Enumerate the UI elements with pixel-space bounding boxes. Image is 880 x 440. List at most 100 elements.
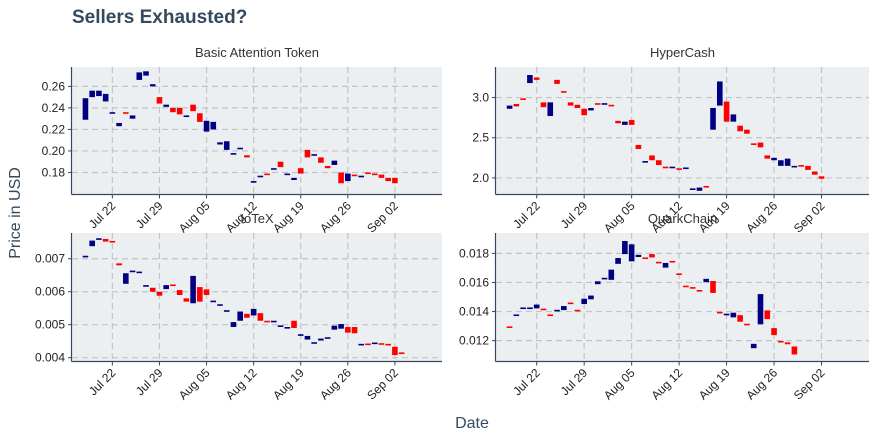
y-tick-label: 0.016 (459, 275, 489, 289)
candle (190, 275, 196, 304)
candle (257, 313, 264, 321)
candle (567, 102, 574, 106)
candle (689, 188, 696, 190)
candle (331, 325, 338, 330)
x-tick-label: Aug 26 (743, 366, 780, 403)
candle (778, 340, 784, 343)
candle (669, 166, 676, 169)
candle (82, 255, 89, 258)
candle (594, 281, 601, 285)
x-tick-label: Aug 05 (176, 366, 213, 403)
candle (737, 125, 743, 132)
candle (811, 171, 818, 175)
candle (129, 270, 136, 273)
candle (176, 290, 183, 296)
candle (250, 308, 257, 316)
candle (730, 114, 737, 122)
candle (297, 334, 304, 336)
candle (129, 115, 136, 119)
candle (601, 277, 608, 280)
candle (561, 91, 567, 93)
candle (156, 291, 163, 296)
candle (183, 298, 190, 302)
x-tick-label: Aug 05 (176, 199, 213, 236)
x-tick-label: Sep 02 (791, 366, 828, 403)
candle (163, 104, 169, 107)
candle (696, 187, 703, 191)
candle (176, 107, 183, 115)
candle (156, 97, 163, 104)
x-tick-label: Aug 05 (601, 199, 638, 236)
candle (635, 144, 642, 149)
candle (223, 141, 230, 150)
candle (358, 175, 365, 178)
candle (378, 174, 385, 178)
candle (143, 71, 149, 76)
y-tick-label: 0.18 (42, 165, 66, 179)
candle (581, 298, 587, 304)
candle (703, 278, 710, 283)
candle (750, 343, 757, 349)
x-tick-label: Sep 02 (791, 199, 828, 236)
y-tick-label: 2.5 (472, 131, 489, 145)
candle (764, 310, 771, 320)
candle (351, 174, 358, 177)
candle (710, 107, 716, 130)
y-tick-label: 0.007 (35, 252, 65, 266)
candle (338, 172, 344, 184)
candle (136, 72, 143, 80)
candle (655, 160, 662, 166)
candle (750, 143, 757, 145)
candle (392, 346, 398, 356)
y-tick-label: 0.005 (35, 318, 65, 332)
candle (203, 120, 210, 132)
candle (601, 103, 608, 105)
candle (588, 295, 594, 300)
candle (649, 155, 655, 161)
candle (170, 284, 176, 287)
candle (89, 240, 95, 247)
candle (365, 343, 371, 346)
y-tick-label: 3.0 (472, 91, 489, 105)
panel-background (496, 67, 869, 194)
candle (513, 314, 520, 317)
candle (527, 75, 533, 84)
x-tick-label: Jul 29 (558, 198, 591, 231)
x-tick-label: Jul 29 (133, 365, 166, 398)
candle (237, 311, 243, 321)
candle (744, 323, 750, 326)
facet-3: QuarkChain 0.018 0.016 0.014 0.012 Jul 22 Jul … (459, 211, 869, 403)
candle (89, 90, 95, 98)
candle (649, 254, 655, 258)
candle (520, 98, 526, 100)
candle (730, 312, 737, 318)
candle (217, 304, 223, 306)
candle (351, 327, 358, 334)
candle (527, 307, 533, 310)
candle (594, 103, 601, 105)
x-tick-label: Aug 12 (648, 366, 685, 403)
candle (683, 167, 689, 170)
candle (149, 287, 156, 292)
facet-title: Basic Attention Token (195, 45, 319, 60)
candle (183, 115, 190, 118)
candle (318, 157, 324, 163)
candle (277, 325, 284, 327)
candle (622, 241, 628, 255)
facet-0: Basic Attention Token 0.26 0.24 0.22 0.20 0.1… (42, 45, 442, 236)
candle (506, 105, 513, 109)
x-tick-label: Sep 02 (364, 199, 401, 236)
candle (365, 172, 371, 175)
candle (143, 285, 149, 287)
candle (149, 84, 156, 87)
candle (210, 300, 217, 303)
candle (297, 168, 304, 174)
candle (574, 104, 581, 108)
candle (385, 177, 391, 182)
candle (771, 328, 777, 336)
candle (764, 155, 771, 159)
candle (642, 257, 648, 260)
facet-1: HyperCash 3.0 2.5 2.0 Jul 22 Jul 29 Aug 05 Aug … (472, 45, 869, 236)
facet-title: QuarkChain (648, 211, 717, 226)
